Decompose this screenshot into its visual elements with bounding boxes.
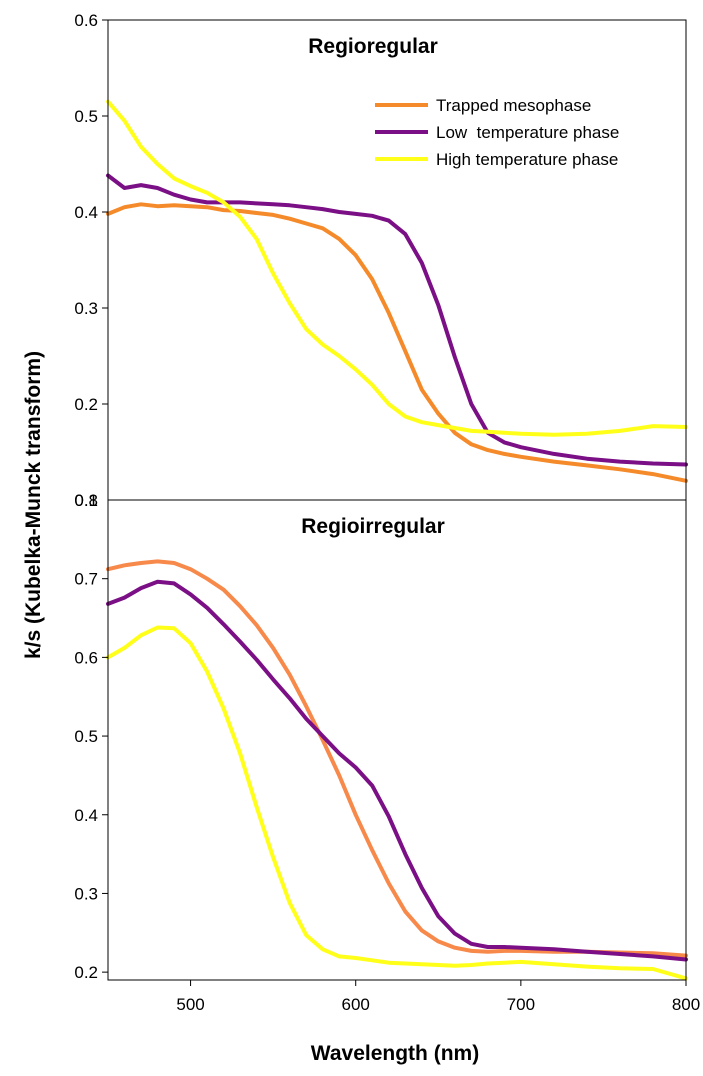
series-line-high-temperature-phase (106, 625, 688, 981)
panel-title: Regioirregular (301, 515, 445, 538)
series-line-low-temperature-phase (106, 579, 688, 962)
y-tick-label: 0.2 (74, 963, 98, 982)
plot-frame (107, 499, 687, 981)
panel-title: Regioregular (308, 35, 438, 58)
y-tick-label: 0.6 (74, 11, 98, 30)
x-tick-label: 600 (342, 995, 370, 1014)
y-tick-label: 0.6 (74, 648, 98, 667)
x-tick-label: 800 (672, 995, 700, 1014)
y-tick-label: 0.3 (74, 884, 98, 903)
panel-regioirregular: 0.2 0.3 0.4 0.5 0.6 0.7 0.8 Regioirregular 500 60… (74, 491, 700, 1014)
x-tick-label: 700 (507, 995, 535, 1014)
y-tick-label: 0.7 (74, 570, 98, 589)
x-tick-label: 500 (176, 995, 204, 1014)
series-line-trapped-mesophase (106, 202, 688, 483)
y-tick-label: 0.2 (74, 395, 98, 414)
y-axis-title: k/s (Kubelka-Munck transform) (22, 351, 45, 659)
y-tick-label-boundary: 0.8 (74, 491, 98, 510)
plot-frame (107, 19, 687, 501)
legend: Trapped mesophase Low temperature phase Hi… (375, 96, 619, 169)
y-tick-label: 0.5 (74, 727, 98, 746)
y-tick-label: 0.4 (74, 806, 98, 825)
series-line-low-temperature-phase (106, 173, 688, 467)
y-tick-label-boundary: 0.1 (74, 491, 98, 510)
series-line-trapped-mesophase (106, 559, 688, 958)
legend-label-high-temperature-phase: High temperature phase (436, 150, 618, 169)
panel-regioregular: 0.2 0.3 0.4 0.5 0.6 0.1 Regioregular (74, 11, 688, 510)
legend-label-trapped-mesophase: Trapped mesophase (436, 96, 591, 115)
x-axis-title: Wavelength (nm) (311, 1042, 479, 1065)
y-tick-label: 0.4 (74, 203, 98, 222)
y-tick-label: 0.3 (74, 299, 98, 318)
series-line-high-temperature-phase (106, 99, 688, 437)
y-tick-label: 0.5 (74, 107, 98, 126)
legend-label-low-temperature-phase: Low temperature phase (436, 123, 619, 142)
